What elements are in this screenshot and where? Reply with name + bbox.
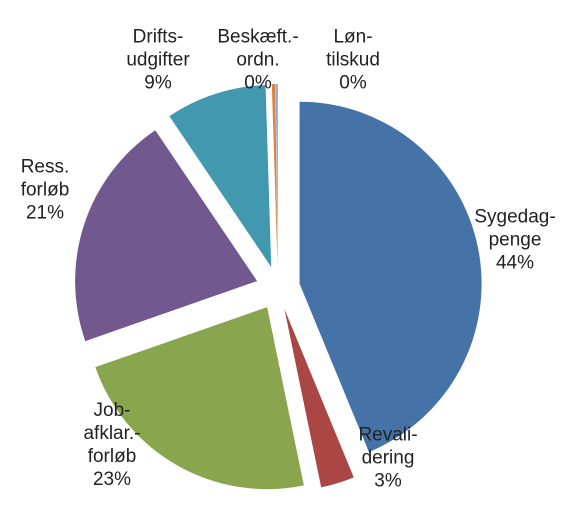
slice-label: Løn- tilskud 0% xyxy=(326,26,380,95)
slice-label: Revali- dering 3% xyxy=(358,424,417,493)
slice-label: Sygedag- penge 44% xyxy=(474,206,555,275)
category-label: Sygedag- penge xyxy=(474,206,556,251)
pie-slice xyxy=(284,309,354,488)
pie-slice xyxy=(169,85,272,268)
value-label: 23% xyxy=(92,469,132,490)
slice-label: Beskæft.- ordn. 0% xyxy=(217,26,298,95)
pie-slice xyxy=(75,130,258,342)
pie-slice xyxy=(271,84,278,267)
pie-slice xyxy=(299,101,482,453)
pie-slice xyxy=(275,84,278,267)
value-label: 9% xyxy=(144,72,172,94)
category-label: Beskæft.- ordn. xyxy=(217,26,299,71)
category-label: Løn- tilskud xyxy=(326,26,380,71)
category-label: Job- afklar.- forløb xyxy=(83,400,141,467)
category-label: Revali- dering xyxy=(358,424,418,469)
slice-label: Drifts- udgifter 9% xyxy=(126,26,189,95)
slice-label: Ress. forløb 21% xyxy=(21,156,70,225)
value-label: 0% xyxy=(244,72,272,94)
category-label: Drifts- udgifter xyxy=(126,26,190,71)
slice-label: Job- afklar.- forløb 23% xyxy=(83,399,140,491)
category-label: Ress. forløb xyxy=(20,156,70,201)
value-label: 44% xyxy=(495,252,535,274)
value-label: 3% xyxy=(374,470,402,492)
value-label: 0% xyxy=(339,72,367,94)
pie-slice xyxy=(95,307,304,490)
value-label: 21% xyxy=(25,202,65,224)
